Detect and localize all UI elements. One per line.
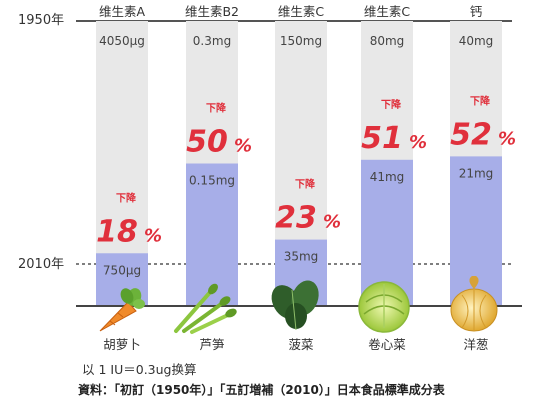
decrease-value-3: 51 bbox=[361, 121, 403, 156]
decrease-value-4: 52 bbox=[450, 117, 492, 152]
category-label-2: 维生素C bbox=[278, 4, 325, 19]
value-2010-4: 21mg bbox=[459, 166, 494, 180]
y-label-2010: 2010年 bbox=[18, 257, 64, 272]
value-1950-4: 40mg bbox=[459, 34, 494, 48]
unit-note: 以 1 IU＝0.3ug换算 bbox=[82, 362, 197, 377]
vegetable-label-3: 卷心菜 bbox=[368, 337, 406, 352]
decrease-value-0: 18 bbox=[96, 214, 138, 249]
vegetable-label-4: 洋葱 bbox=[463, 337, 488, 352]
decrease-percent-2: % bbox=[323, 212, 341, 233]
decrease-percent-3: % bbox=[409, 132, 427, 153]
category-label-3: 维生素C bbox=[364, 4, 411, 19]
value-1950-0: 4050μg bbox=[99, 34, 145, 48]
decrease-percent-0: % bbox=[144, 225, 162, 246]
vegetable-label-0: 胡萝卜 bbox=[103, 337, 141, 352]
value-2010-3: 41mg bbox=[370, 170, 405, 184]
carrot-icon bbox=[99, 288, 145, 332]
decrease-label-1: 下降 bbox=[206, 102, 227, 115]
cabbage-icon bbox=[358, 281, 410, 333]
value-2010-2: 35mg bbox=[284, 250, 319, 264]
value-1950-2: 150mg bbox=[280, 34, 322, 48]
vegetable-label-2: 菠菜 bbox=[288, 337, 314, 352]
bars-group: 维生素A 4050μg 750μg 下降 18 % 胡萝卜 维生素B2 0.3mg 0.15mg 下… bbox=[96, 4, 516, 352]
value-2010-0: 750μg bbox=[103, 263, 141, 277]
onion-icon bbox=[450, 276, 498, 332]
decrease-label-3: 下降 bbox=[381, 98, 402, 111]
decrease-percent-4: % bbox=[498, 128, 516, 149]
value-1950-1: 0.3mg bbox=[193, 34, 231, 48]
value-2010-1: 0.15mg bbox=[189, 174, 235, 188]
category-label-1: 维生素B2 bbox=[185, 4, 239, 19]
category-label-0: 维生素A bbox=[99, 4, 146, 19]
asparagus-icon bbox=[174, 283, 237, 334]
vegetable-label-1: 芦笋 bbox=[199, 337, 224, 352]
decrease-value-1: 50 bbox=[186, 125, 228, 160]
decrease-value-2: 23 bbox=[275, 201, 317, 236]
spinach-icon bbox=[271, 280, 319, 331]
bar-2010-1 bbox=[186, 163, 238, 306]
decrease-label-4: 下降 bbox=[470, 94, 491, 107]
value-1950-3: 80mg bbox=[370, 34, 405, 48]
source-note: 資料：「初訂（1950年）」「五訂増補（2010）」日本食品標準成分表 bbox=[78, 383, 445, 397]
y-label-1950: 1950年 bbox=[18, 13, 64, 28]
category-label-4: 钙 bbox=[470, 4, 483, 19]
decrease-label-0: 下降 bbox=[116, 191, 137, 204]
decrease-label-2: 下降 bbox=[295, 178, 316, 191]
decrease-percent-1: % bbox=[234, 136, 252, 157]
